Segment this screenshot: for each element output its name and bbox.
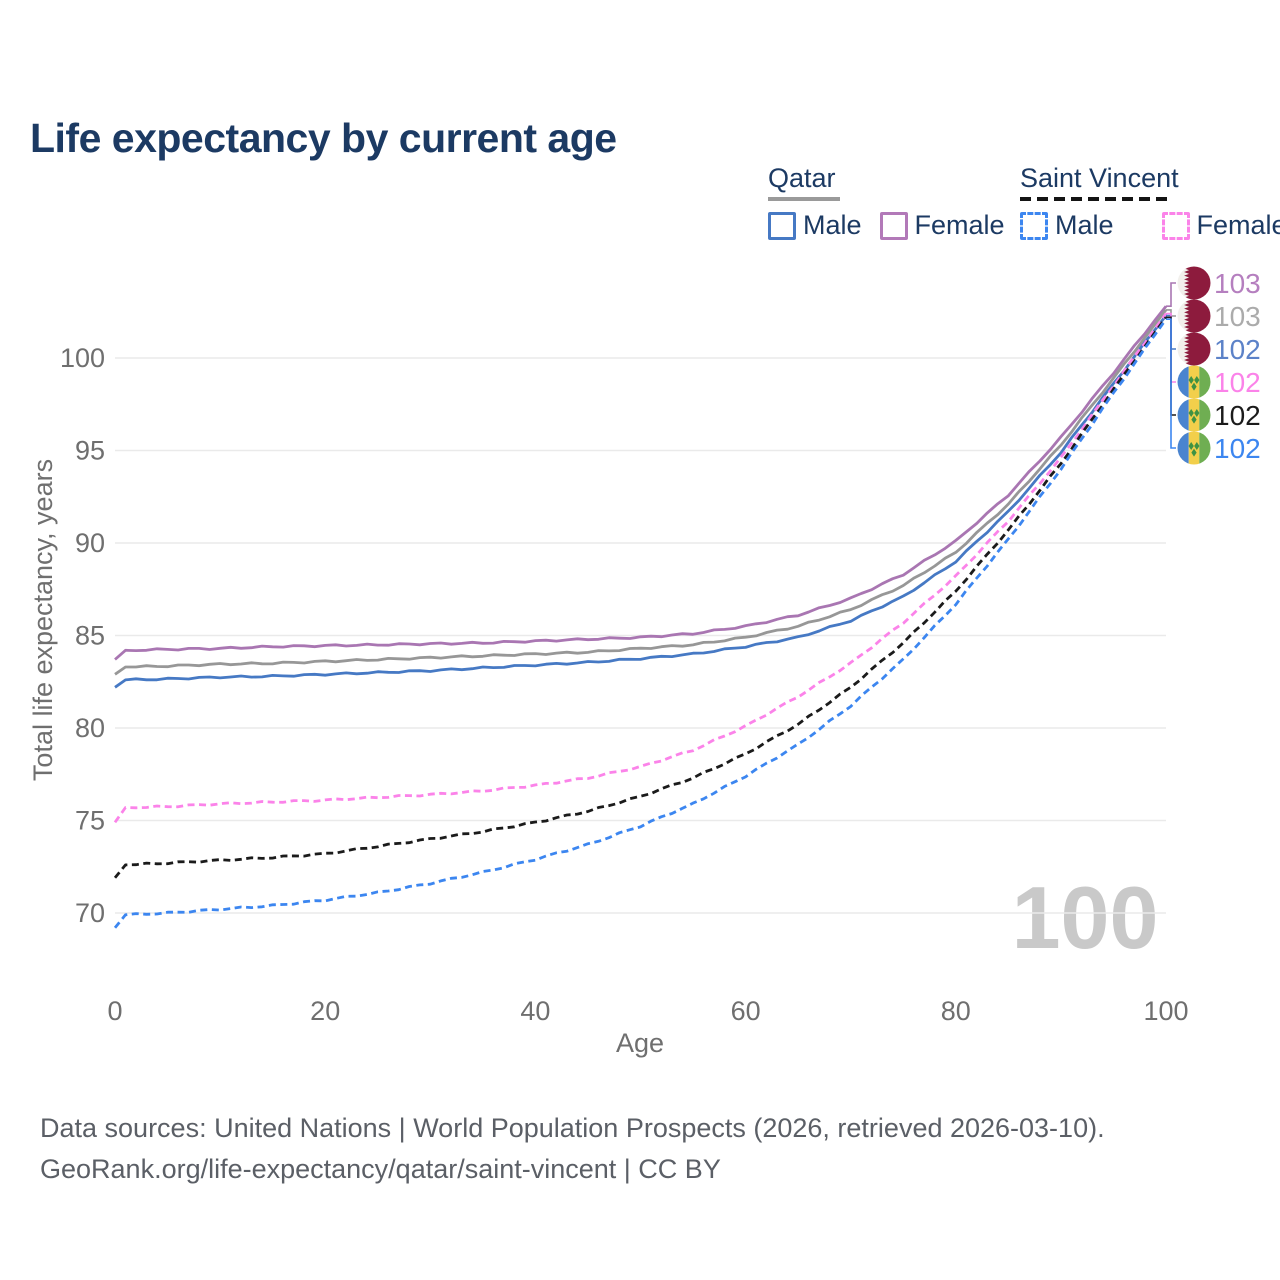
series-line-saint-vincent-both: [113, 316, 1168, 879]
gridlines: [115, 357, 1166, 914]
legend-item-saint-vincent-male[interactable]: Male: [1020, 210, 1114, 241]
saint-vincent-flag-icon: [1177, 365, 1211, 399]
legend-label-saint-vincent-male: Male: [1055, 210, 1114, 240]
y-tick-label-75: 75: [75, 806, 105, 836]
legend-underline-qatar-solid: [768, 197, 840, 201]
watermark-100: 100: [1012, 868, 1159, 967]
y-tick-label-90: 90: [75, 528, 105, 558]
qatar-flag-icon: [1177, 299, 1211, 333]
y-tick-label-85: 85: [75, 621, 105, 651]
legend-group-saint-vincent: Saint Vincent Male Female: [1020, 163, 1280, 241]
legend-group-title-saint-vincent: Saint Vincent: [1020, 163, 1179, 193]
y-axis-tick-labels: 70 75 80 85 90 95 100: [60, 343, 105, 928]
legend-label-saint-vincent-female: Female: [1196, 210, 1280, 240]
qatar-female-swatch[interactable]: [879, 211, 908, 240]
end-value-label-3: 102: [1214, 367, 1261, 398]
x-axis-tick-labels: 0 20 40 60 80 100: [107, 996, 1188, 1026]
connector-5: [1166, 318, 1176, 449]
x-tick-label-20: 20: [310, 996, 340, 1026]
footer-data-sources: Data sources: United Nations | World Pop…: [40, 1113, 1105, 1143]
end-value-label-2: 102: [1214, 334, 1261, 365]
end-value-label-1: 103: [1214, 301, 1261, 332]
legend-item-qatar-female[interactable]: Female: [879, 210, 1005, 241]
x-tick-label-0: 0: [107, 996, 122, 1026]
legend-label-qatar-female: Female: [914, 210, 1005, 240]
qatar-flag-icon: [1177, 266, 1211, 300]
y-tick-label-100: 100: [60, 343, 105, 373]
page-title: Life expectancy by current age: [30, 115, 617, 162]
saint-vincent-female-swatch[interactable]: [1161, 211, 1190, 240]
end-value-label-0: 103: [1214, 268, 1261, 299]
x-tick-label-100: 100: [1143, 996, 1188, 1026]
legend-row-saint-vincent: Male Female: [1020, 210, 1280, 241]
saint-vincent-flag-icon: [1177, 398, 1211, 432]
qatar-flag-icon: [1177, 332, 1211, 366]
series-lines: [113, 305, 1168, 929]
series-line-saint-vincent-male: [113, 318, 1168, 929]
end-value-label-4: 102: [1214, 400, 1261, 431]
saint-vincent-flag-icon: [1177, 431, 1211, 465]
series-line-saint-vincent-female: [113, 312, 1168, 824]
x-tick-label-40: 40: [520, 996, 550, 1026]
end-label-connectors: [1166, 282, 1176, 449]
footer-attribution[interactable]: GeoRank.org/life-expectancy/qatar/saint-…: [40, 1154, 721, 1184]
x-axis-title: Age: [616, 1028, 664, 1058]
series-line-qatar-both: [114, 309, 1168, 676]
connector-0: [1166, 282, 1176, 307]
legend-item-saint-vincent-female[interactable]: Female: [1161, 210, 1280, 241]
legend-group-qatar: Qatar Male Female: [768, 163, 1005, 241]
legend-group-title-qatar: Qatar: [768, 163, 836, 193]
legend-underline-saint-vincent-dashed: [1020, 197, 1172, 201]
y-tick-label-80: 80: [75, 713, 105, 743]
end-value-label-5: 102: [1214, 433, 1261, 464]
y-tick-label-95: 95: [75, 436, 105, 466]
x-tick-label-80: 80: [941, 996, 971, 1026]
qatar-male-swatch[interactable]: [768, 211, 796, 240]
legend-row-qatar: Male Female: [768, 210, 1005, 241]
series-line-qatar-female: [114, 305, 1168, 661]
saint-vincent-male-swatch[interactable]: [1020, 211, 1048, 240]
x-tick-label-60: 60: [731, 996, 761, 1026]
legend-item-qatar-male[interactable]: Male: [768, 210, 862, 241]
y-axis-title: Total life expectancy, years: [28, 459, 58, 781]
y-tick-label-70: 70: [75, 898, 105, 928]
legend-label-qatar-male: Male: [803, 210, 862, 240]
series-line-qatar-male: [114, 314, 1168, 689]
